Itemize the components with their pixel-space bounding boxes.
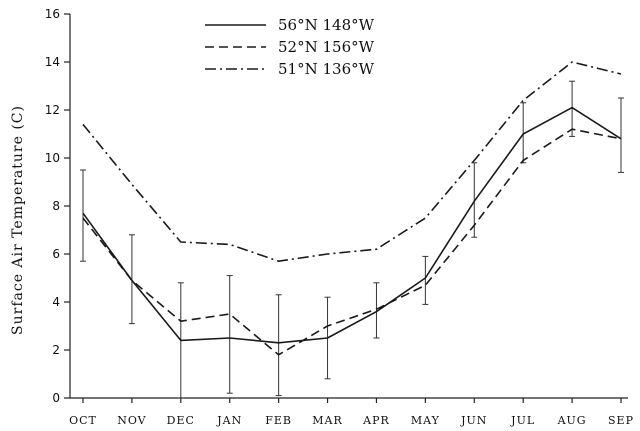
y-tick-label: 6 <box>52 247 60 261</box>
x-tick-label: SEP <box>608 414 634 427</box>
series-line-2 <box>82 128 622 356</box>
legend-label-1: 56°N 148°W <box>278 16 375 34</box>
x-tick-label: MAR <box>312 414 343 427</box>
x-tick-label: JUN <box>460 414 487 427</box>
x-tick-label: AUG <box>557 414 587 427</box>
y-tick-label: 16 <box>45 7 60 21</box>
legend-label-3: 51°N 136°W <box>278 60 375 78</box>
y-tick-label: 2 <box>52 343 60 357</box>
y-tick-label: 10 <box>45 151 60 165</box>
y-axis-label: Surface Air Temperature (C) <box>10 105 26 335</box>
y-tick-label: 8 <box>52 199 60 213</box>
y-tick-label: 12 <box>45 103 60 117</box>
series-line-3 <box>82 61 622 263</box>
x-tick-label: OCT <box>69 414 97 427</box>
legend-label-2: 52°N 156°W <box>278 38 375 56</box>
x-tick-label: MAY <box>411 414 440 427</box>
x-tick-label: NOV <box>117 414 146 427</box>
x-tick-label: FEB <box>265 414 292 427</box>
legend: 56°N 148°W 52°N 156°W 51°N 136°W <box>205 16 375 78</box>
y-tick-label: 4 <box>52 295 60 309</box>
x-tick-label: DEC <box>167 414 195 427</box>
x-tick-label: JAN <box>216 414 242 427</box>
y-tick-label: 14 <box>45 55 60 69</box>
x-tick-label: APR <box>362 414 390 427</box>
axes: 0 2 4 6 8 10 12 14 16 OCT NOV DEC JAN FEB MAR APR MAY JUN… <box>45 7 634 427</box>
x-tick-label: JUL <box>510 414 535 427</box>
y-tick-label: 0 <box>52 391 60 405</box>
series-line-1 <box>82 106 622 344</box>
series-lines <box>82 61 622 356</box>
error-bars <box>80 80 624 399</box>
